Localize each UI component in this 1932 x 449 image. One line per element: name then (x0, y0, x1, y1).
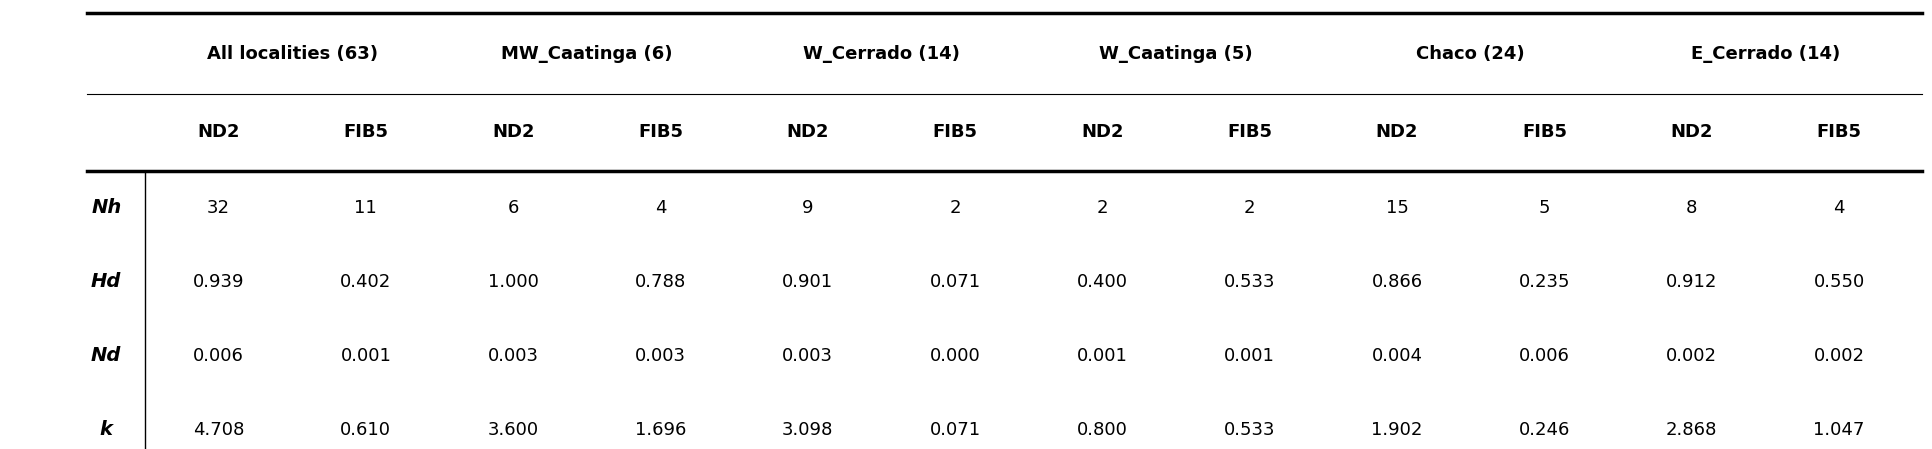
Text: 0.800: 0.800 (1076, 421, 1128, 439)
Text: ND2: ND2 (1376, 123, 1418, 141)
Text: FIB5: FIB5 (1227, 123, 1273, 141)
Text: 0.000: 0.000 (929, 347, 981, 365)
Text: 0.402: 0.402 (340, 273, 392, 291)
Text: Chaco (24): Chaco (24) (1416, 45, 1524, 63)
Text: 9: 9 (802, 198, 813, 217)
Text: 4.708: 4.708 (193, 421, 243, 439)
Text: 0.610: 0.610 (340, 421, 392, 439)
Text: 0.006: 0.006 (1519, 347, 1571, 365)
Text: Nd: Nd (91, 346, 122, 365)
Text: ND2: ND2 (1082, 123, 1124, 141)
Text: 0.004: 0.004 (1372, 347, 1422, 365)
Text: Nh: Nh (91, 198, 122, 217)
Text: k: k (100, 420, 112, 440)
Text: FIB5: FIB5 (933, 123, 978, 141)
Text: 1.696: 1.696 (636, 421, 686, 439)
Text: FIB5: FIB5 (1522, 123, 1567, 141)
Text: ND2: ND2 (493, 123, 535, 141)
Text: FIB5: FIB5 (1816, 123, 1862, 141)
Text: 3.600: 3.600 (487, 421, 539, 439)
Text: 0.866: 0.866 (1372, 273, 1422, 291)
Text: 2: 2 (1244, 198, 1256, 217)
Text: ND2: ND2 (197, 123, 240, 141)
Text: 0.788: 0.788 (636, 273, 686, 291)
Text: 0.003: 0.003 (487, 347, 539, 365)
Text: 6: 6 (508, 198, 520, 217)
Text: 11: 11 (354, 198, 377, 217)
Text: 0.901: 0.901 (782, 273, 833, 291)
Text: 4: 4 (1833, 198, 1845, 217)
Text: ND2: ND2 (786, 123, 829, 141)
Text: 4: 4 (655, 198, 667, 217)
Text: 0.006: 0.006 (193, 347, 243, 365)
Text: 2: 2 (1097, 198, 1109, 217)
Text: 1.000: 1.000 (487, 273, 539, 291)
Text: Hd: Hd (91, 272, 122, 291)
Text: W_Caatinga (5): W_Caatinga (5) (1099, 45, 1254, 63)
Text: 32: 32 (207, 198, 230, 217)
Text: 2: 2 (949, 198, 960, 217)
Text: 15: 15 (1385, 198, 1408, 217)
Text: 0.001: 0.001 (1076, 347, 1128, 365)
Text: 2.868: 2.868 (1665, 421, 1718, 439)
Text: 0.246: 0.246 (1519, 421, 1571, 439)
Text: 8: 8 (1687, 198, 1698, 217)
Text: 0.533: 0.533 (1225, 273, 1275, 291)
Text: 3.098: 3.098 (782, 421, 833, 439)
Text: All localities (63): All localities (63) (207, 45, 379, 63)
Text: 0.001: 0.001 (1225, 347, 1275, 365)
Text: 5: 5 (1538, 198, 1549, 217)
Text: 0.002: 0.002 (1814, 347, 1864, 365)
Text: 0.550: 0.550 (1814, 273, 1864, 291)
Text: 0.533: 0.533 (1225, 421, 1275, 439)
Text: FIB5: FIB5 (344, 123, 388, 141)
Text: W_Cerrado (14): W_Cerrado (14) (804, 45, 960, 63)
Text: 0.400: 0.400 (1076, 273, 1128, 291)
Text: 1.902: 1.902 (1372, 421, 1422, 439)
Text: 0.003: 0.003 (782, 347, 833, 365)
Text: MW_Caatinga (6): MW_Caatinga (6) (500, 45, 672, 63)
Text: 0.071: 0.071 (929, 421, 981, 439)
Text: 0.235: 0.235 (1519, 273, 1571, 291)
Text: 0.912: 0.912 (1665, 273, 1718, 291)
Text: 0.003: 0.003 (636, 347, 686, 365)
Text: 0.939: 0.939 (193, 273, 243, 291)
Text: 1.047: 1.047 (1814, 421, 1864, 439)
Text: FIB5: FIB5 (638, 123, 684, 141)
Text: 0.071: 0.071 (929, 273, 981, 291)
Text: 0.001: 0.001 (340, 347, 392, 365)
Text: 0.002: 0.002 (1665, 347, 1718, 365)
Text: E_Cerrado (14): E_Cerrado (14) (1690, 45, 1839, 63)
Text: ND2: ND2 (1671, 123, 1714, 141)
